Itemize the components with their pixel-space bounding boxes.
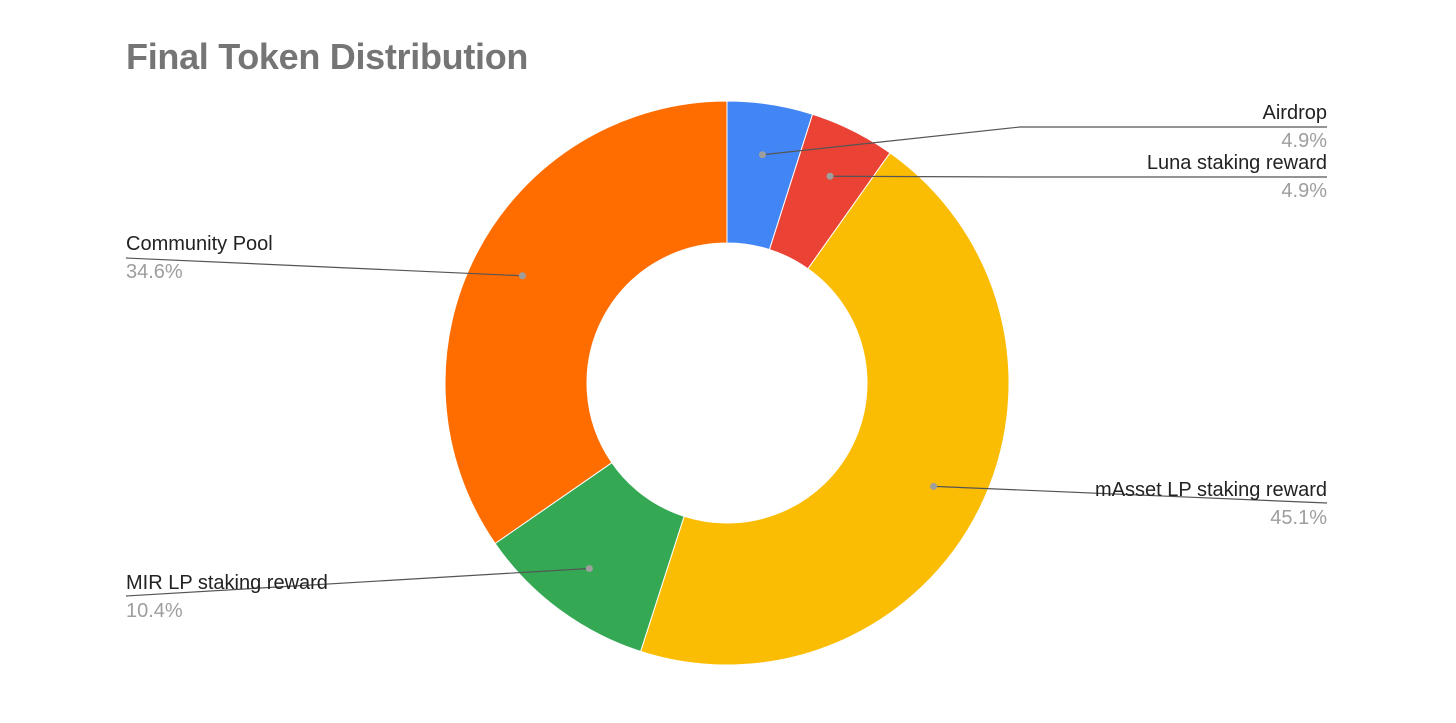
slice-label-community-pool: Community Pool [126, 233, 273, 255]
leader-dot-airdrop [758, 151, 766, 159]
slices-group [444, 100, 1010, 666]
slice-label-mir-lp-staking-reward: MIR LP staking reward [126, 572, 328, 594]
slice-percent-luna-staking-reward: 4.9% [1281, 180, 1327, 202]
slice-label-airdrop: Airdrop [1263, 102, 1327, 124]
leader-lines-group [125, 126, 1328, 597]
leader-dot-masset-lp-staking-reward [930, 482, 938, 490]
leader-dot-luna-staking-reward [826, 172, 834, 180]
slice-percent-mir-lp-staking-reward: 10.4% [126, 600, 183, 622]
slice-percent-community-pool: 34.6% [126, 261, 183, 283]
leader-dot-mir-lp-staking-reward [585, 565, 593, 573]
leader-line-luna-staking-reward [830, 175, 1327, 178]
leader-line-mir-lp-staking-reward [125, 567, 590, 597]
slice-percent-airdrop: 4.9% [1281, 130, 1327, 152]
slice-label-luna-staking-reward: Luna staking reward [1147, 152, 1327, 174]
leader-line-community-pool [125, 257, 523, 277]
leader-line-masset-lp-staking-reward [933, 485, 1328, 504]
slice-percent-masset-lp-staking-reward: 45.1% [1270, 507, 1327, 529]
slice-masset-lp-staking-reward [639, 152, 1010, 666]
chart-title: Final Token Distribution [126, 36, 529, 77]
slice-label-masset-lp-staking-reward: mAsset LP staking reward [1095, 479, 1327, 501]
slice-community-pool [444, 100, 728, 545]
leader-line-airdrop [762, 126, 1327, 156]
leader-dot-community-pool [518, 272, 526, 280]
